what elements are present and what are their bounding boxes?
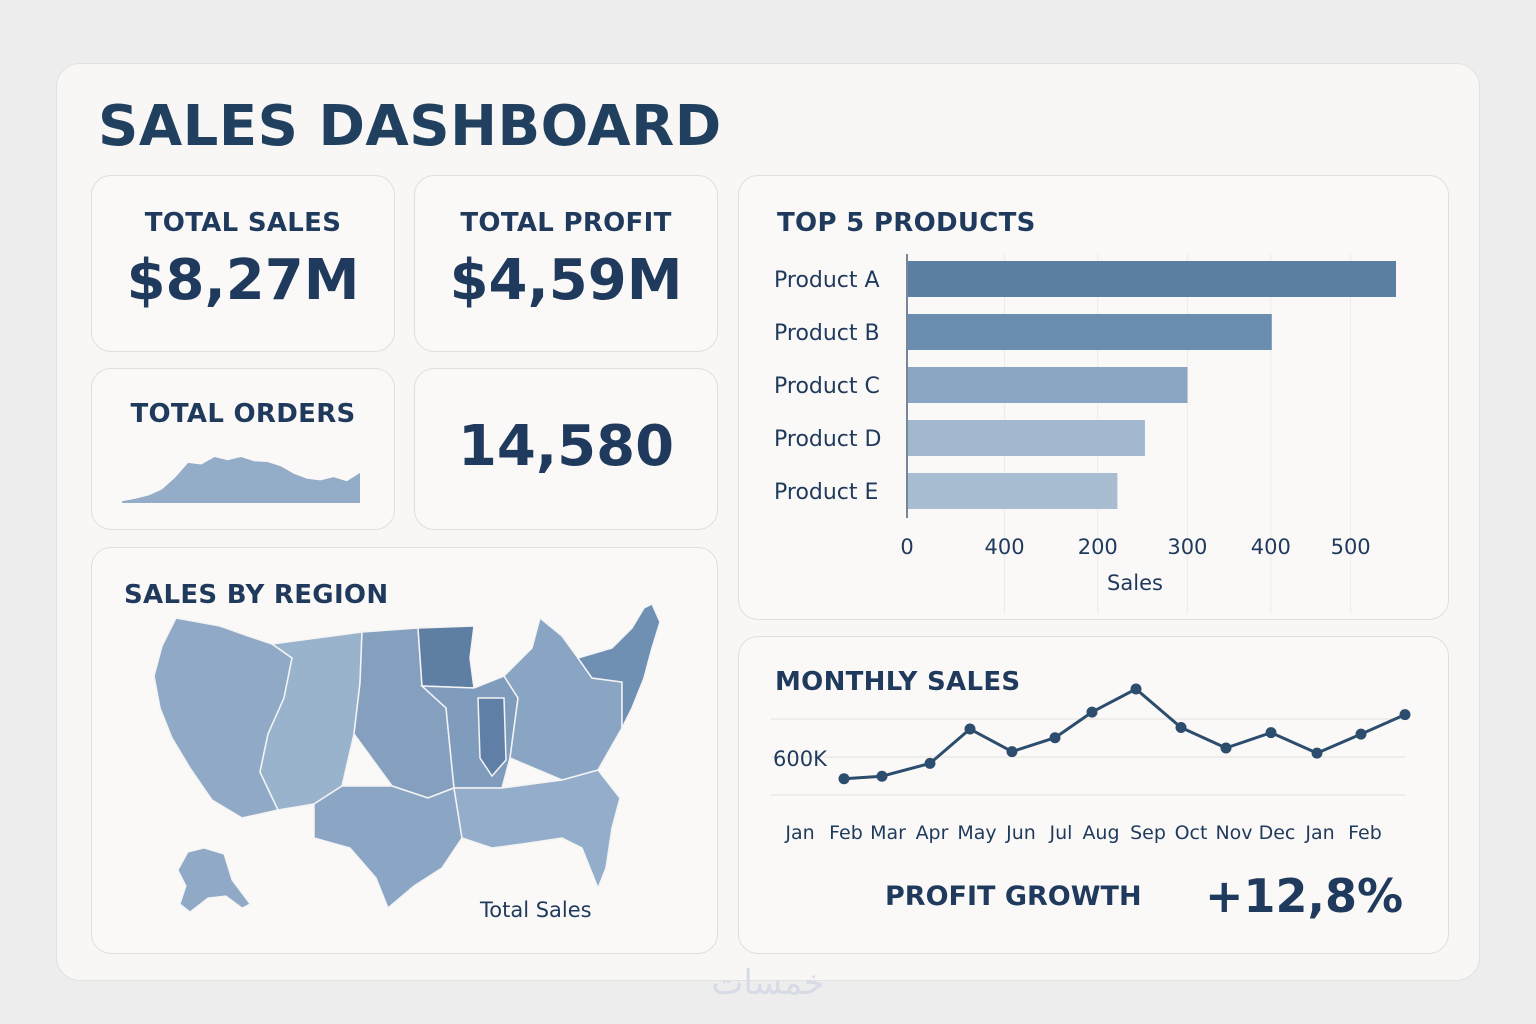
line-x-tick-label: Apr <box>916 822 949 844</box>
line-point <box>924 757 936 769</box>
line-point <box>1130 683 1142 695</box>
line-x-tick-label: Aug <box>1082 822 1119 844</box>
line-x-tick-label: Jan <box>1304 822 1334 844</box>
bar-category-label: Product C <box>774 374 880 399</box>
total-sales-value: $8,27M <box>126 248 360 313</box>
total-sales-card: TOTAL SALES $8,27M <box>91 175 395 352</box>
line-point <box>1049 732 1061 744</box>
total-orders-value: 14,580 <box>457 414 675 479</box>
top-products-bar-chart: Product A Product B Product C Product D Prod… <box>774 254 1396 614</box>
line-x-tick-label: Nov <box>1215 822 1252 844</box>
bar-tick-label: 500 <box>1331 535 1371 559</box>
bar <box>908 314 1272 350</box>
top-products-card: TOP 5 PRODUCTS Product A Product B Product… <box>738 175 1449 620</box>
monthly-sales-title: MONTHLY SALES <box>775 667 1021 697</box>
map-region-south <box>453 769 621 891</box>
line-point <box>1311 747 1323 759</box>
bar-tick-label: 300 <box>1167 535 1207 559</box>
bar-category-label: Product B <box>774 321 880 346</box>
map-region-minnesota <box>417 625 475 689</box>
line-point <box>964 723 976 735</box>
top-products-title: TOP 5 PRODUCTS <box>777 208 1036 238</box>
map-region-alaska <box>177 847 251 913</box>
line-x-tick-label: Feb <box>1348 822 1382 844</box>
line-x-tick-label: Oct <box>1175 822 1208 844</box>
sales-by-region-title: SALES BY REGION <box>124 580 389 610</box>
profit-growth-value: +12,8% <box>1205 869 1404 923</box>
line-point <box>1399 709 1411 721</box>
orders-area <box>122 457 360 503</box>
line-point <box>1006 746 1018 758</box>
line-x-tick-label: Dec <box>1259 822 1296 844</box>
monthly-sales-line-chart: 600K Jan Feb Mar Apr May Jun Jul Aug Sep Oct Nov Dec… <box>771 683 1411 844</box>
line-x-tick-label: Mar <box>870 822 906 844</box>
map-region-texas <box>313 785 463 910</box>
watermark-text: خمسات <box>711 963 824 1003</box>
bar <box>908 367 1188 403</box>
total-profit-value: $4,59M <box>449 248 683 313</box>
line-x-tick-label: Jun <box>1005 822 1036 844</box>
line-point <box>838 773 850 785</box>
map-region-northeast <box>576 602 661 729</box>
line-point <box>1175 721 1187 733</box>
line-y-tick-label: 600K <box>773 747 828 771</box>
bar-category-label: Product E <box>774 480 878 505</box>
map-legend-caption: Total Sales <box>480 898 592 922</box>
total-orders-label: TOTAL ORDERS <box>130 399 356 429</box>
monthly-sales-card: MONTHLY SALES 600K Jan Feb Mar Apr May Jun Jul A… <box>738 636 1449 954</box>
total-profit-label: TOTAL PROFIT <box>460 208 672 238</box>
map-alaska <box>177 847 251 913</box>
sales-by-region-card: SALES BY REGION Total Sales <box>91 547 718 954</box>
line-point <box>1220 742 1232 754</box>
watermark-logo: خمسات <box>711 963 824 1003</box>
line-x-tick-label: Jul <box>1049 822 1073 844</box>
total-profit-card: TOTAL PROFIT $4,59M <box>414 175 718 352</box>
profit-growth-label: PROFIT GROWTH <box>885 881 1142 912</box>
bar-tick-label: 400 <box>1251 535 1291 559</box>
line-point <box>1086 706 1098 718</box>
monthly-sales-line <box>843 687 1406 781</box>
map-region-illinois <box>477 697 507 778</box>
map-region-midwest-east <box>503 616 623 781</box>
total-orders-card: TOTAL ORDERS <box>91 368 395 530</box>
bar-axis-title: Sales <box>1107 571 1163 595</box>
bar-tick-label: 0 <box>900 535 913 559</box>
bar-tick-label: 200 <box>1078 535 1118 559</box>
line-point <box>876 770 888 782</box>
line-point <box>1355 728 1367 740</box>
bar-category-label: Product A <box>774 268 880 293</box>
line-x-tick-label: Jan <box>784 822 814 844</box>
bar <box>908 261 1396 297</box>
total-sales-label: TOTAL SALES <box>144 208 342 238</box>
total-orders-value-card: 14,580 <box>414 368 718 530</box>
orders-sparkline <box>122 457 360 503</box>
us-map <box>153 602 661 913</box>
bar <box>908 420 1145 456</box>
bar <box>908 473 1118 509</box>
us-map-shape <box>153 602 661 910</box>
page-title: SALES DASHBOARD <box>98 94 722 159</box>
line-point <box>1265 727 1277 739</box>
line-x-tick-label: May <box>957 822 996 844</box>
line-x-tick-label: Sep <box>1130 822 1166 844</box>
bar-tick-label: 400 <box>985 535 1025 559</box>
line-x-tick-label: Feb <box>829 822 863 844</box>
bar-category-label: Product D <box>774 427 881 452</box>
